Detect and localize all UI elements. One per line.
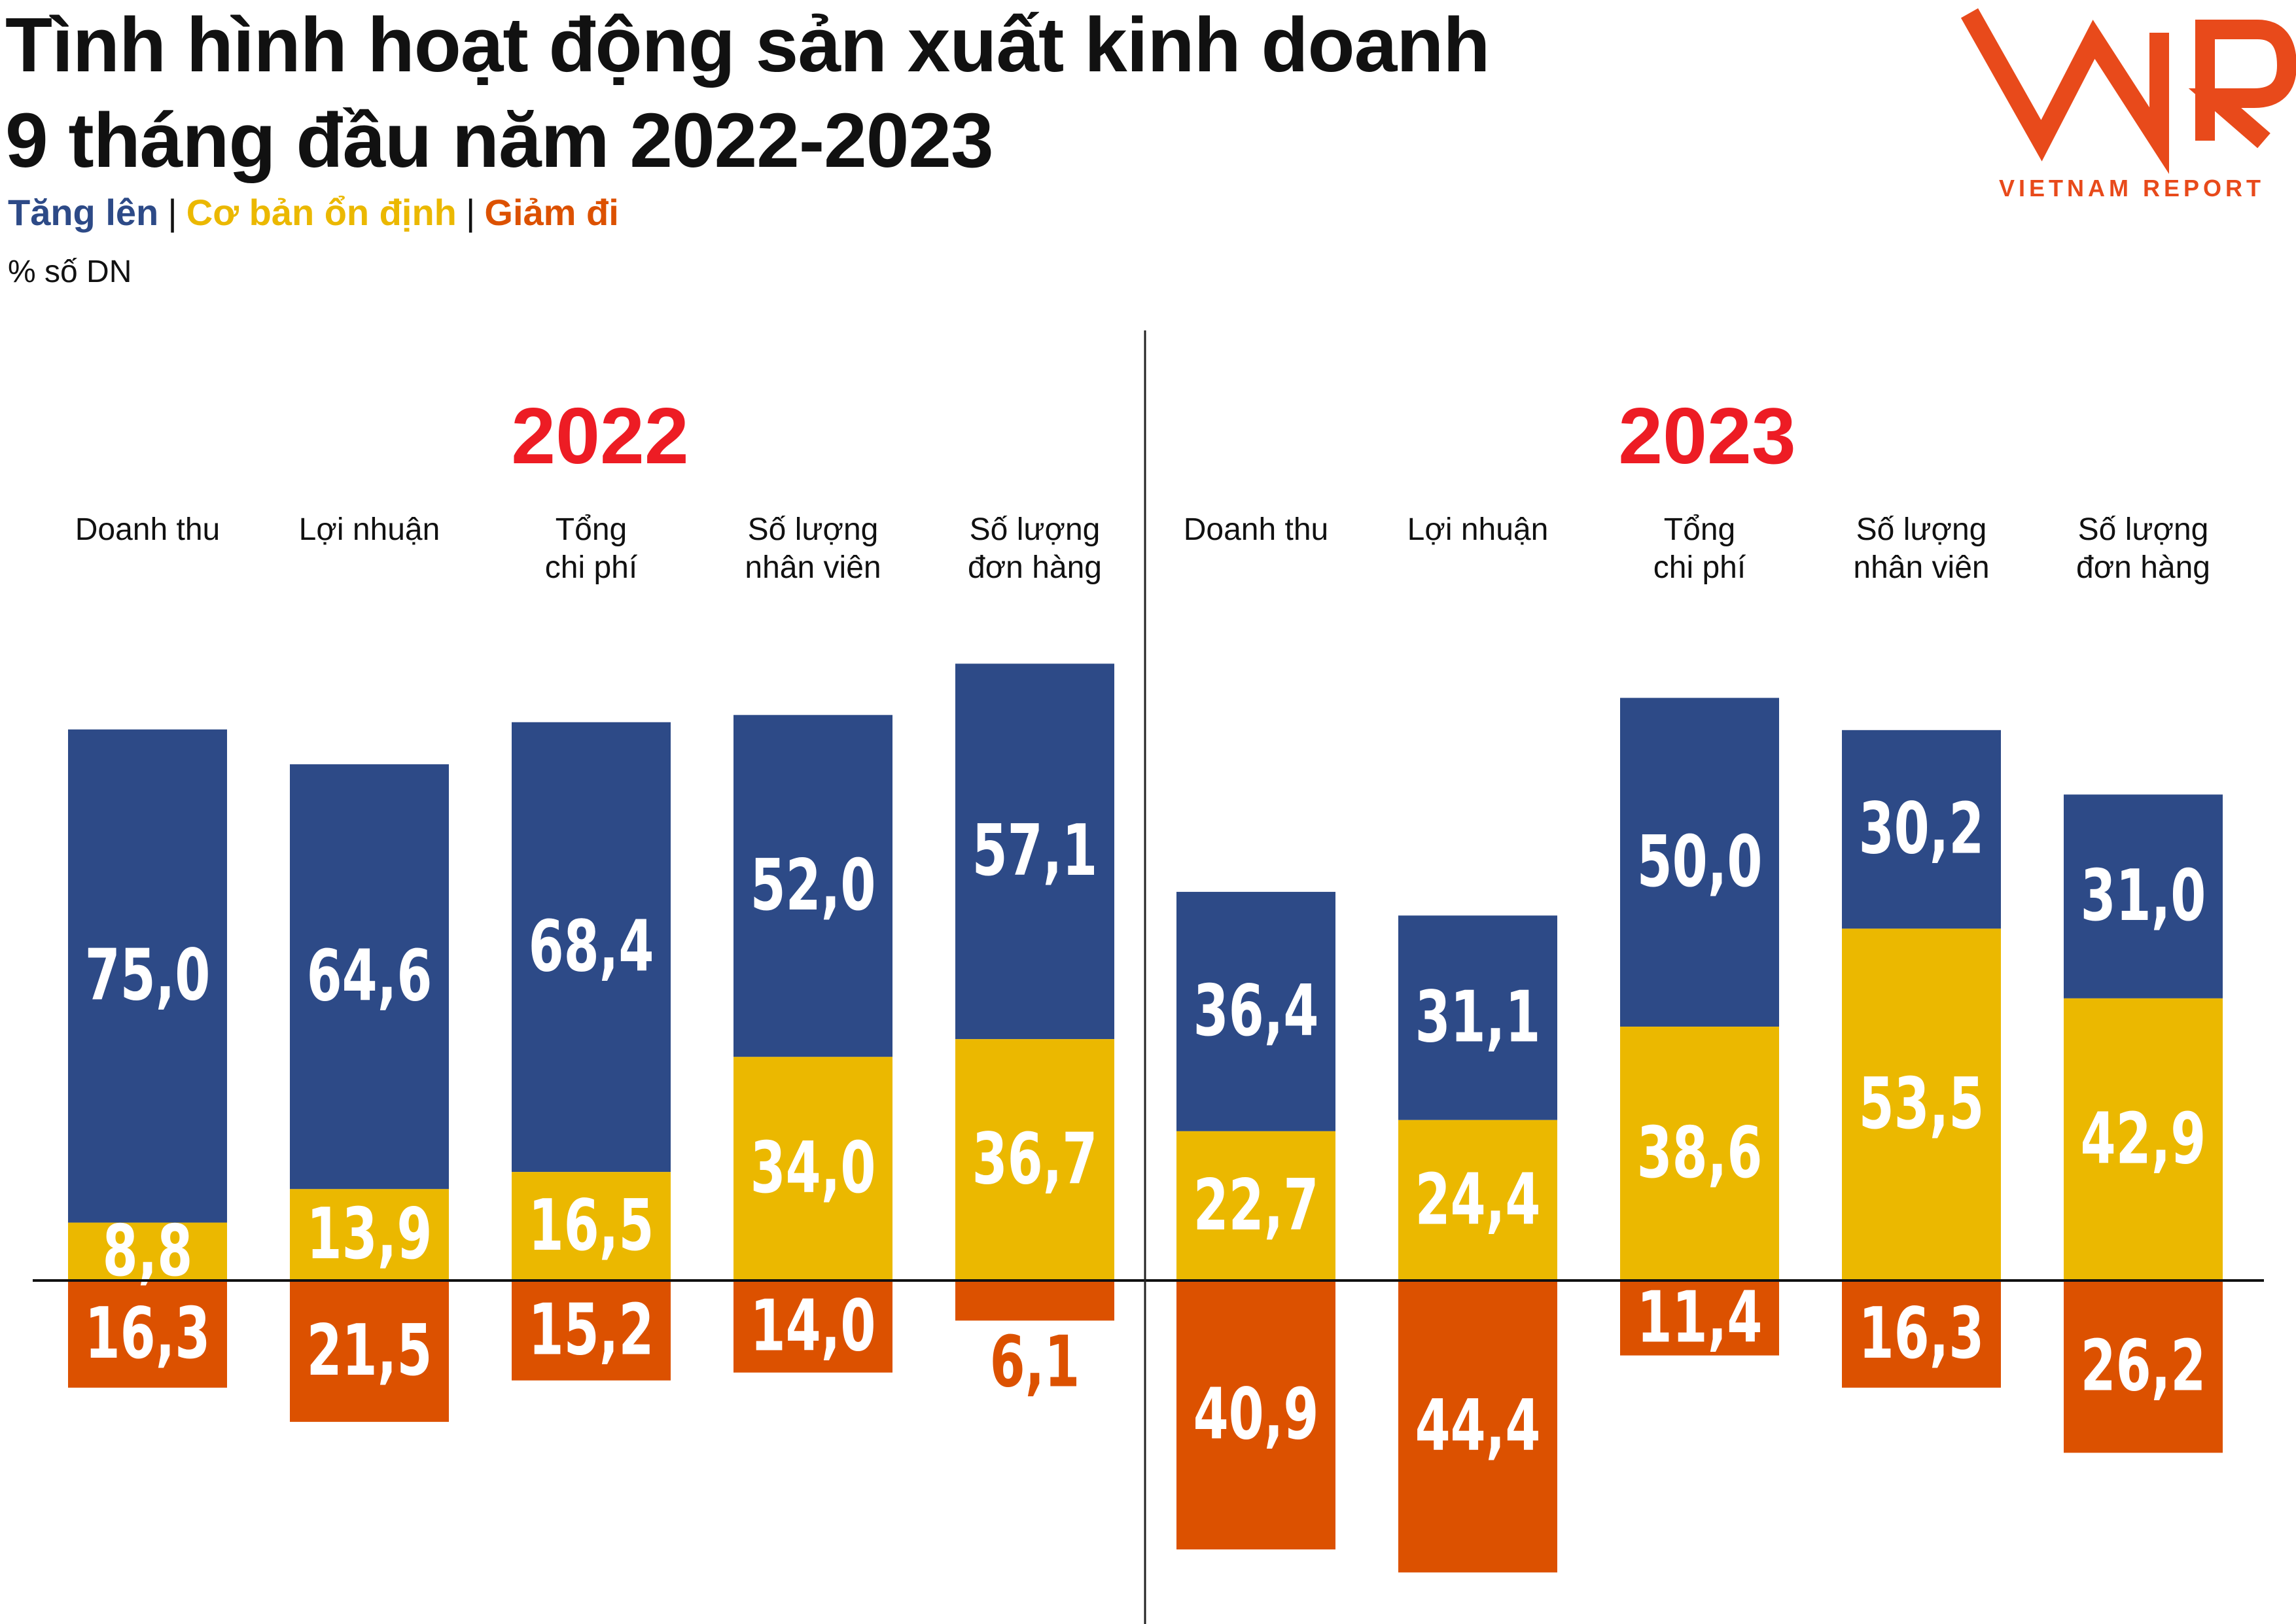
bar-decrease xyxy=(2064,1280,2223,1453)
category-label: Lợi nhuận xyxy=(299,512,440,547)
data-label-decrease: 16,3 xyxy=(85,1293,211,1375)
bar-stable xyxy=(955,1039,1114,1280)
data-label-stable: 22,7 xyxy=(1193,1165,1319,1246)
bar-decrease xyxy=(955,1280,1114,1321)
bar-decrease xyxy=(68,1280,227,1388)
chart-title: Tình hình hoạt động sản xuất kinh doanh … xyxy=(5,0,1490,188)
year-label-2023: 2023 xyxy=(1618,391,1795,480)
bar-stable xyxy=(512,1172,671,1280)
category-label: Lợi nhuận xyxy=(1407,512,1549,547)
title-line-1: Tình hình hoạt động sản xuất kinh doanh xyxy=(5,2,1490,88)
data-label-decrease: 21,5 xyxy=(307,1310,433,1392)
bar-decrease xyxy=(290,1280,449,1422)
year-label-2022: 2022 xyxy=(511,391,688,480)
data-label-increase: 52,0 xyxy=(751,845,876,927)
data-label-increase: 50,0 xyxy=(1637,821,1763,903)
data-label-increase: 68,4 xyxy=(529,906,654,988)
category-label: nhân viên xyxy=(745,550,881,585)
data-label-decrease: 44,4 xyxy=(1415,1385,1541,1467)
data-label-increase: 64,6 xyxy=(307,936,433,1017)
bar-stable xyxy=(1398,1120,1557,1280)
data-label-increase: 31,1 xyxy=(1415,977,1541,1059)
bar-increase xyxy=(1176,892,1335,1131)
category-label: đơn hàng xyxy=(968,550,1102,585)
data-label-stable: 36,7 xyxy=(972,1119,1098,1201)
category-label: Số lượng xyxy=(970,512,1101,547)
data-label-increase: 36,4 xyxy=(1193,970,1319,1052)
bar-stable xyxy=(2064,998,2223,1280)
bar-increase xyxy=(1620,697,1779,1027)
data-label-decrease: 14,0 xyxy=(751,1286,876,1368)
data-label-decrease: 16,3 xyxy=(1859,1293,1985,1375)
data-label-increase: 30,2 xyxy=(1859,788,1985,870)
bar-increase xyxy=(290,764,449,1190)
data-label-stable: 42,9 xyxy=(2081,1099,2206,1180)
data-label-stable: 38,6 xyxy=(1637,1112,1763,1194)
bar-increase xyxy=(733,715,892,1057)
category-label: Doanh thu xyxy=(75,512,221,547)
data-label-decrease: 40,9 xyxy=(1193,1374,1319,1456)
category-label: Số lượng xyxy=(748,512,879,547)
bar-decrease xyxy=(1842,1280,2001,1388)
data-label-decrease: 11,4 xyxy=(1637,1277,1763,1359)
bar-stable xyxy=(1620,1027,1779,1280)
legend-separator: | xyxy=(465,192,476,233)
data-label-stable: 16,5 xyxy=(529,1185,654,1267)
legend: Tăng lên | Cơ bản ổn định | Giảm đi xyxy=(8,190,619,236)
bar-increase xyxy=(1842,730,2001,929)
category-label: đơn hàng xyxy=(2076,550,2210,585)
bar-increase xyxy=(955,663,1114,1040)
data-label-decrease: 15,2 xyxy=(529,1290,654,1371)
bar-increase xyxy=(68,729,227,1223)
data-label-stable: 34,0 xyxy=(751,1127,876,1209)
bar-stable xyxy=(1842,928,2001,1280)
data-label-stable: 53,5 xyxy=(1859,1063,1985,1145)
data-label-stable: 24,4 xyxy=(1415,1159,1541,1241)
bar-decrease xyxy=(512,1280,671,1381)
category-label: Tổng xyxy=(1664,512,1735,547)
category-label: nhân viên xyxy=(1853,550,1989,585)
bar-decrease xyxy=(1620,1280,1779,1356)
bar-stable xyxy=(1176,1131,1335,1280)
bar-decrease xyxy=(1176,1280,1335,1550)
bar-stable xyxy=(290,1189,449,1280)
data-label-stable: 13,9 xyxy=(307,1193,433,1275)
vnr-logo: VIETNAM REPORT xyxy=(1960,8,2296,202)
data-label-increase: 31,0 xyxy=(2081,855,2206,937)
data-label-decrease: 26,2 xyxy=(2081,1326,2206,1407)
legend-decrease: Giảm đi xyxy=(484,192,619,233)
bar-decrease xyxy=(1398,1280,1557,1573)
category-label: chi phí xyxy=(1653,550,1746,585)
data-label-increase: 57,1 xyxy=(972,811,1098,892)
bar-increase xyxy=(1398,915,1557,1120)
vnr-logo-mark xyxy=(1960,8,2296,174)
bar-decrease xyxy=(733,1280,892,1373)
data-label-increase: 75,0 xyxy=(85,935,211,1017)
title-line-2: 9 tháng đầu năm 2022-2023 xyxy=(5,97,994,184)
legend-stable: Cơ bản ổn định xyxy=(186,192,457,233)
vnr-logo-caption: VIETNAM REPORT xyxy=(1999,175,2265,202)
bar-stable xyxy=(733,1057,892,1280)
legend-separator: | xyxy=(168,192,177,233)
category-label: chi phí xyxy=(545,550,638,585)
category-label: Tổng xyxy=(556,512,627,547)
bar-stable xyxy=(68,1222,227,1280)
category-label: Số lượng xyxy=(2078,512,2209,547)
bar-increase xyxy=(512,722,671,1173)
data-label-decrease: 6,1 xyxy=(990,1322,1080,1403)
unit-label: % số DN xyxy=(8,255,132,289)
category-label: Số lượng xyxy=(1856,512,1987,547)
legend-increase: Tăng lên xyxy=(8,192,159,233)
category-label: Doanh thu xyxy=(1184,512,1329,547)
data-label-stable: 8,8 xyxy=(103,1210,193,1292)
bar-increase xyxy=(2064,794,2223,998)
